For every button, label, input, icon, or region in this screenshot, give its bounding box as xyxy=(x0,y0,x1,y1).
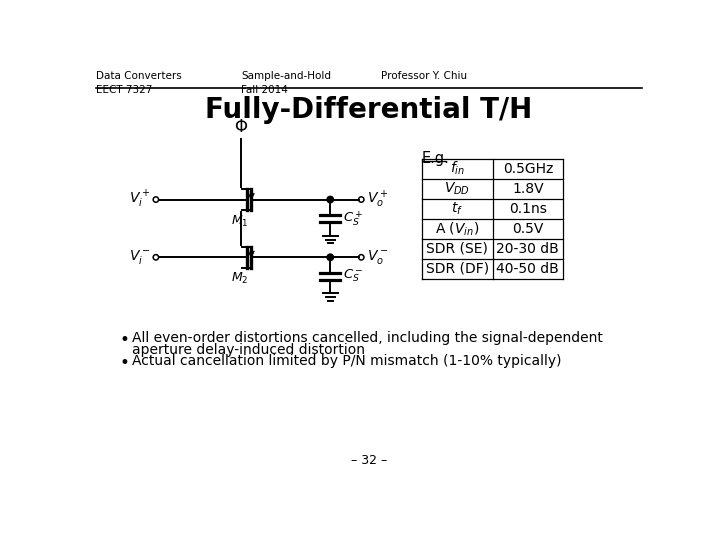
Text: 0.1ns: 0.1ns xyxy=(509,202,546,216)
Circle shape xyxy=(327,197,333,203)
Text: $V_o^-$: $V_o^-$ xyxy=(366,248,388,266)
Text: $\Phi$: $\Phi$ xyxy=(234,118,248,136)
Text: $M_1$: $M_1$ xyxy=(231,213,248,228)
Text: 0.5V: 0.5V xyxy=(512,222,544,236)
Text: SDR (DF): SDR (DF) xyxy=(426,262,489,276)
Text: $M_2$: $M_2$ xyxy=(231,271,248,286)
Text: 1.8V: 1.8V xyxy=(512,182,544,196)
Text: 0.5GHz: 0.5GHz xyxy=(503,162,553,176)
Text: Actual cancellation limited by P/N mismatch (1-10% typically): Actual cancellation limited by P/N misma… xyxy=(132,354,562,368)
Circle shape xyxy=(327,254,333,260)
Text: $f_{in}$: $f_{in}$ xyxy=(450,160,465,178)
Text: •: • xyxy=(120,354,130,372)
Text: All even-order distortions cancelled, including the signal-dependent: All even-order distortions cancelled, in… xyxy=(132,331,603,345)
Text: Professor Y. Chiu: Professor Y. Chiu xyxy=(381,71,467,81)
Text: SDR (SE): SDR (SE) xyxy=(426,242,488,256)
Text: – 32 –: – 32 – xyxy=(351,454,387,467)
Text: 20-30 dB: 20-30 dB xyxy=(497,242,559,256)
Text: 40-50 dB: 40-50 dB xyxy=(497,262,559,276)
Text: Sample-and-Hold
Fall 2014: Sample-and-Hold Fall 2014 xyxy=(241,71,331,95)
Text: $V_i^+$: $V_i^+$ xyxy=(129,189,150,210)
Text: aperture delay-induced distortion: aperture delay-induced distortion xyxy=(132,343,365,357)
Text: Data Converters
EECT 7327: Data Converters EECT 7327 xyxy=(96,71,182,95)
Text: $V_{DD}$: $V_{DD}$ xyxy=(444,180,470,197)
Text: •: • xyxy=(120,331,130,349)
Text: $V_i^-$: $V_i^-$ xyxy=(129,248,150,266)
Text: $t_{f}$: $t_{f}$ xyxy=(451,200,464,217)
Text: E.g.: E.g. xyxy=(422,151,449,166)
Text: $C_S^-$: $C_S^-$ xyxy=(343,268,364,285)
Text: $C_S^+$: $C_S^+$ xyxy=(343,209,364,228)
Text: A ($V_{in}$): A ($V_{in}$) xyxy=(435,220,480,238)
Text: Fully-Differential T/H: Fully-Differential T/H xyxy=(205,96,533,124)
Text: $V_o^+$: $V_o^+$ xyxy=(366,189,388,210)
